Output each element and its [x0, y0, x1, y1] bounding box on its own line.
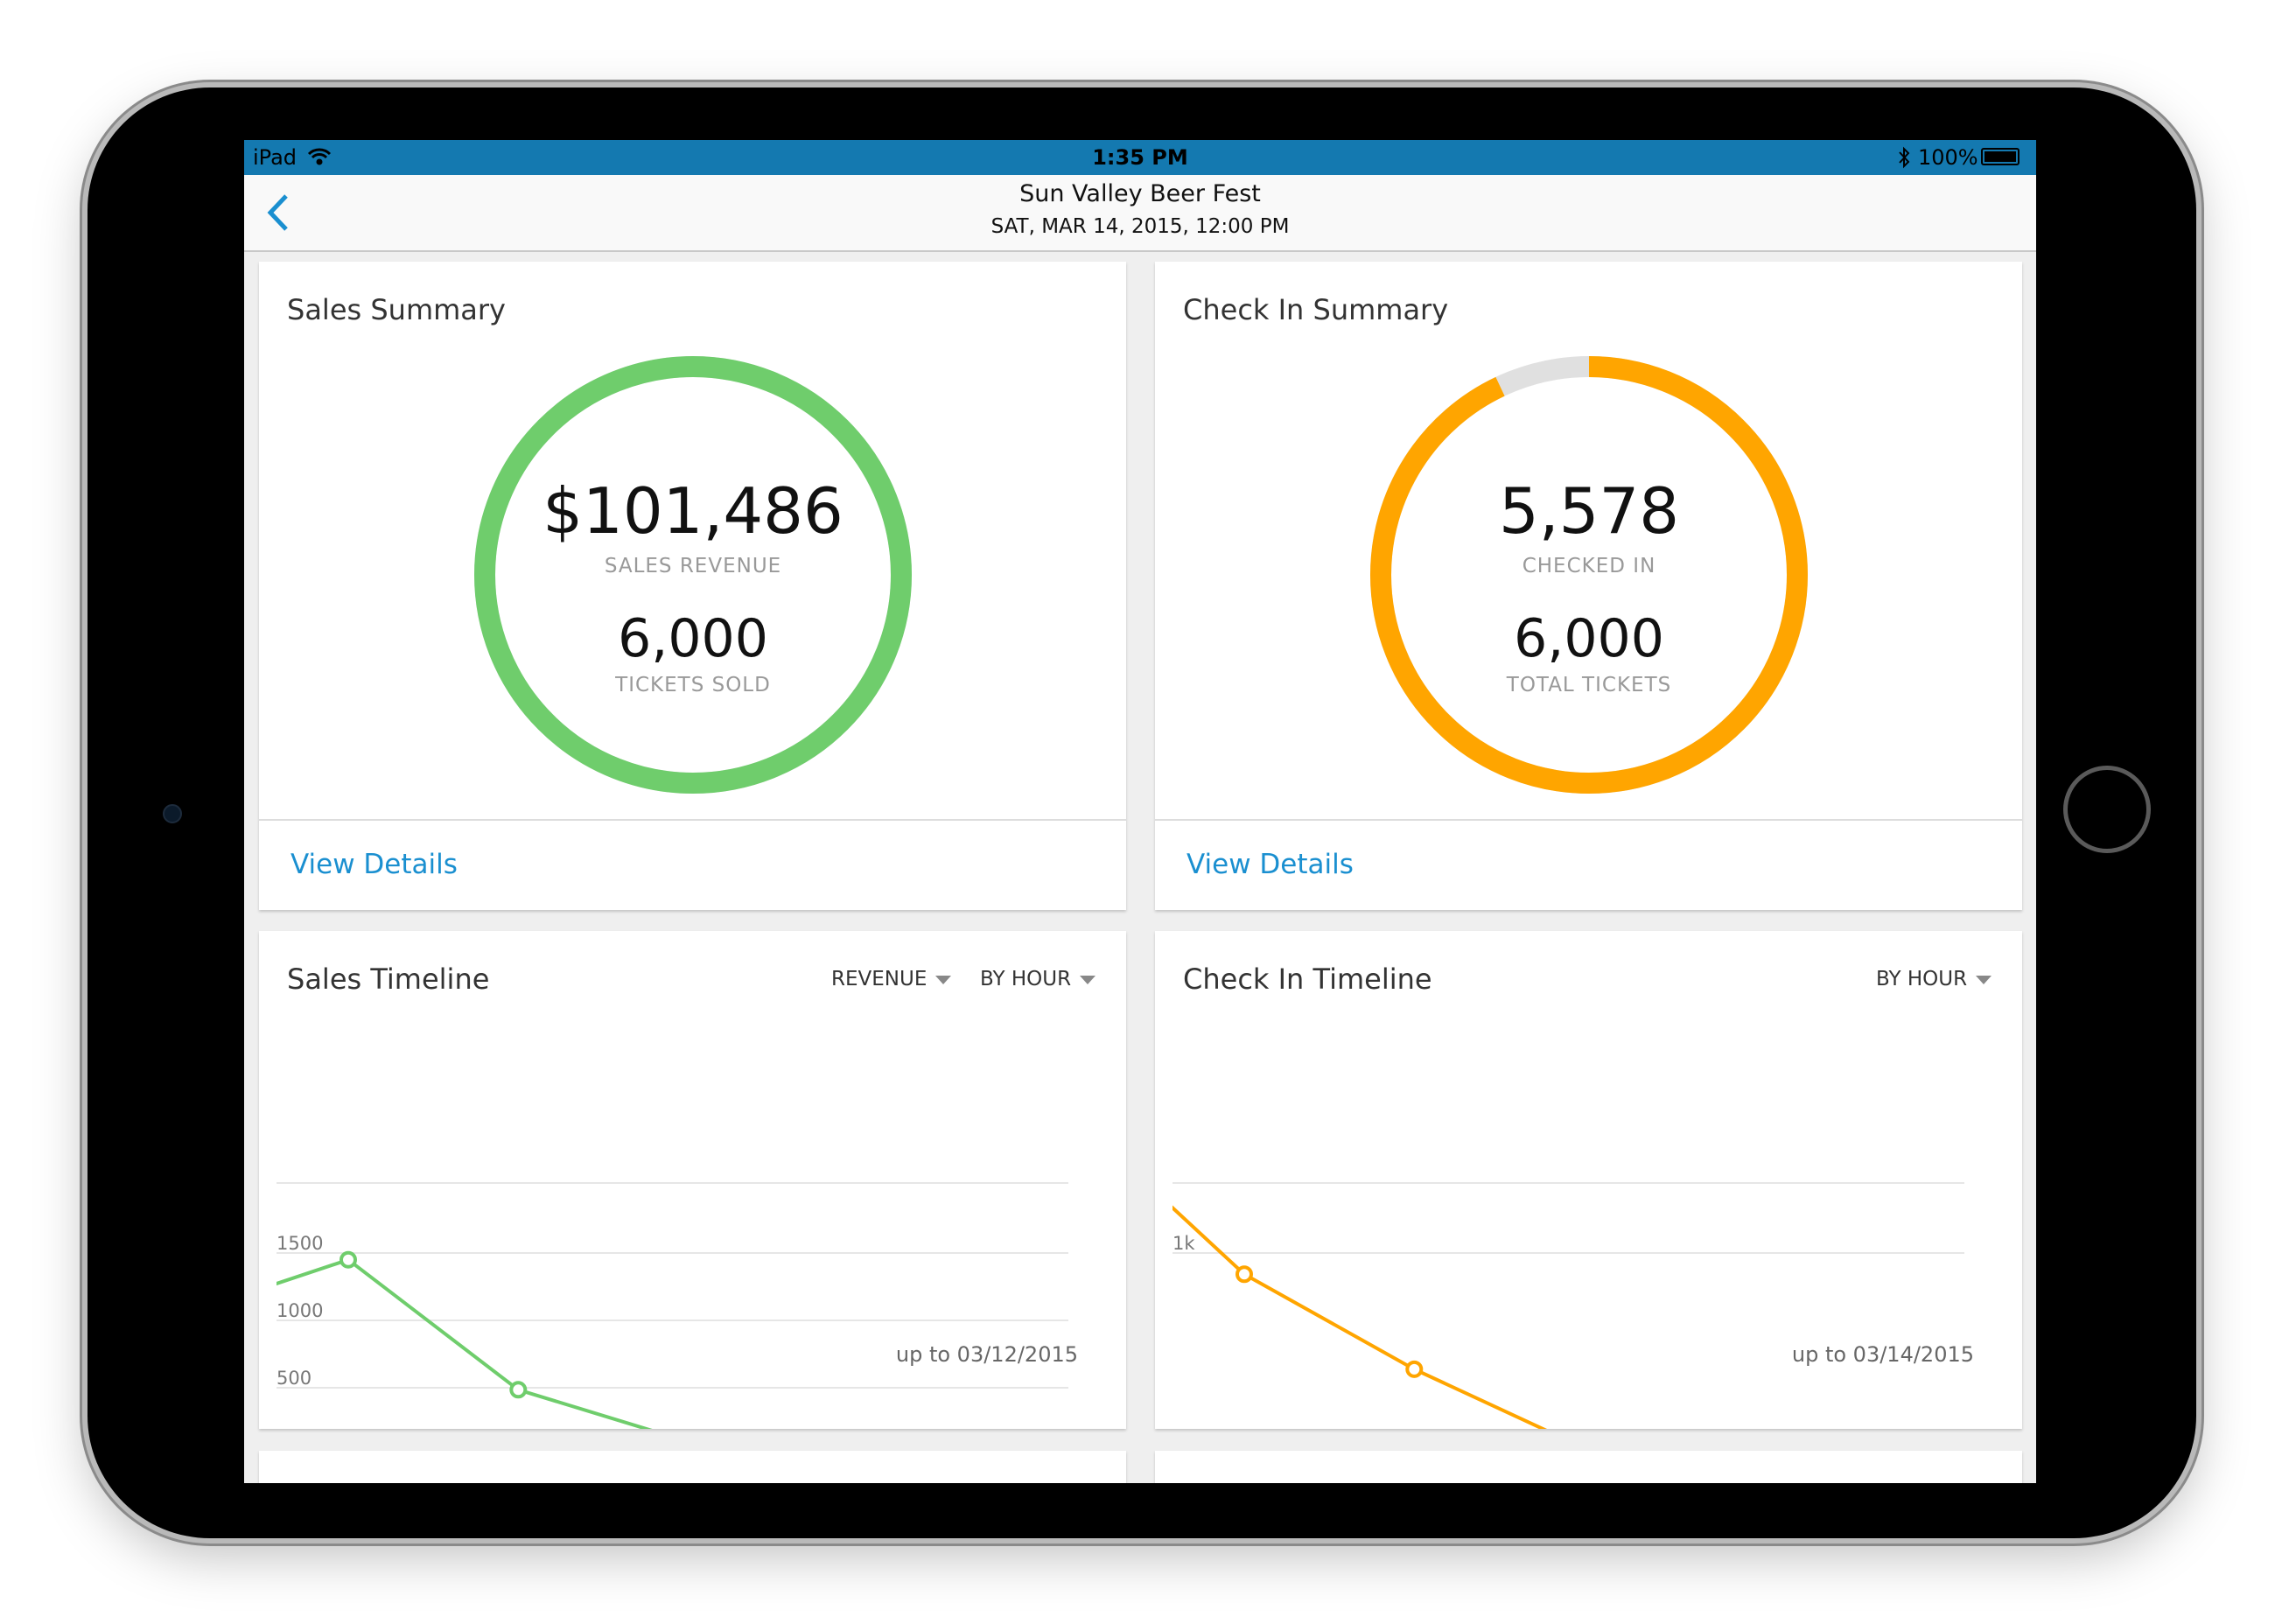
data-point: [340, 1250, 357, 1269]
battery-percent: 100%: [1918, 145, 1978, 170]
wifi-icon: [307, 148, 332, 165]
device-name: iPad: [253, 145, 298, 170]
divider: [1155, 819, 2022, 821]
sales-ring: $101,486 SALES REVENUE 6,000 TICKETS SOL…: [466, 347, 920, 802]
bluetooth-icon: [1899, 146, 1910, 169]
footnote: up to 03/14/2015: [1791, 1342, 1974, 1367]
screen: iPad 1:35 PM 100% Sun Valley Beer Fest S…: [244, 140, 2036, 1483]
view-details-link[interactable]: View Details: [290, 849, 458, 880]
chevron-left-icon[interactable]: [262, 191, 297, 234]
view-details-link[interactable]: View Details: [1186, 849, 1354, 880]
card-title: Check In Summary: [1183, 293, 1449, 326]
series-line: [276, 1257, 653, 1429]
event-title: Sun Valley Beer Fest: [1019, 180, 1261, 207]
data-point: [1236, 1265, 1253, 1284]
checkin-summary-card: Check In Summary 5,578 CHECKED IN 6,000 …: [1155, 262, 2022, 910]
partial-card: [259, 1451, 1126, 1483]
card-title: Sales Summary: [287, 293, 506, 326]
caret-down-icon: [1080, 975, 1096, 984]
tickets-sold-label: TICKETS SOLD: [615, 674, 771, 696]
checked-in-value: 5,578: [1498, 474, 1680, 548]
y-tick-label: 1000: [276, 1300, 323, 1321]
nav-bar: Sun Valley Beer Fest SAT, MAR 14, 2015, …: [244, 175, 2036, 252]
caret-down-icon: [1976, 975, 1992, 984]
partial-card: [1155, 1451, 2022, 1483]
status-bar: iPad 1:35 PM 100%: [244, 140, 2036, 175]
checkin-timeline-card: Check In Timeline BY HOUR 1k3 PM4 PM5 PM…: [1155, 931, 2022, 1429]
y-tick-label: 1500: [276, 1233, 323, 1254]
series-line: [1172, 1205, 1548, 1429]
dropdown-label: BY HOUR: [980, 968, 1072, 990]
data-point: [1405, 1360, 1424, 1378]
battery-icon: [1981, 148, 2020, 165]
checkin-ring-arc: [1370, 356, 1808, 794]
interval-dropdown[interactable]: BY HOUR: [980, 968, 1096, 990]
total-tickets-label: TOTAL TICKETS: [1506, 674, 1672, 696]
sales-ring-arc: [474, 356, 912, 794]
y-tick-label: 1k: [1172, 1233, 1195, 1254]
clock: 1:35 PM: [1092, 145, 1188, 170]
sales-revenue-value: $101,486: [542, 474, 844, 548]
dropdown-label: REVENUE: [831, 968, 928, 990]
interval-dropdown[interactable]: BY HOUR: [1876, 968, 1992, 990]
home-button[interactable]: [2063, 766, 2151, 853]
metric-dropdown[interactable]: REVENUE: [831, 968, 952, 990]
tickets-sold-value: 6,000: [618, 608, 768, 669]
sales-revenue-label: SALES REVENUE: [604, 555, 782, 578]
sales-timeline-card: Sales Timeline REVENUE BY HOUR 500 1000 15…: [259, 931, 1126, 1429]
card-title: Check In Timeline: [1183, 962, 1432, 996]
divider: [259, 819, 1126, 821]
sales-summary-card: Sales Summary $101,486 SALES REVENUE 6,0…: [259, 262, 1126, 910]
checkin-timeline-chart: 1k3 PM4 PM5 PM6 PM7 PM: [1172, 1182, 1964, 1429]
y-tick-label: 500: [276, 1368, 312, 1389]
checked-in-label: CHECKED IN: [1522, 555, 1656, 578]
total-tickets-value: 6,000: [1514, 608, 1664, 669]
event-date: SAT, MAR 14, 2015, 12:00 PM: [990, 215, 1290, 238]
caret-down-icon: [935, 975, 952, 984]
checkin-ring: 5,578 CHECKED IN 6,000 TOTAL TICKETS: [1362, 347, 1816, 802]
data-point: [509, 1381, 528, 1399]
footnote: up to 03/12/2015: [895, 1342, 1078, 1367]
card-title: Sales Timeline: [287, 962, 490, 996]
dropdown-label: BY HOUR: [1876, 968, 1968, 990]
camera-icon: [163, 804, 182, 823]
